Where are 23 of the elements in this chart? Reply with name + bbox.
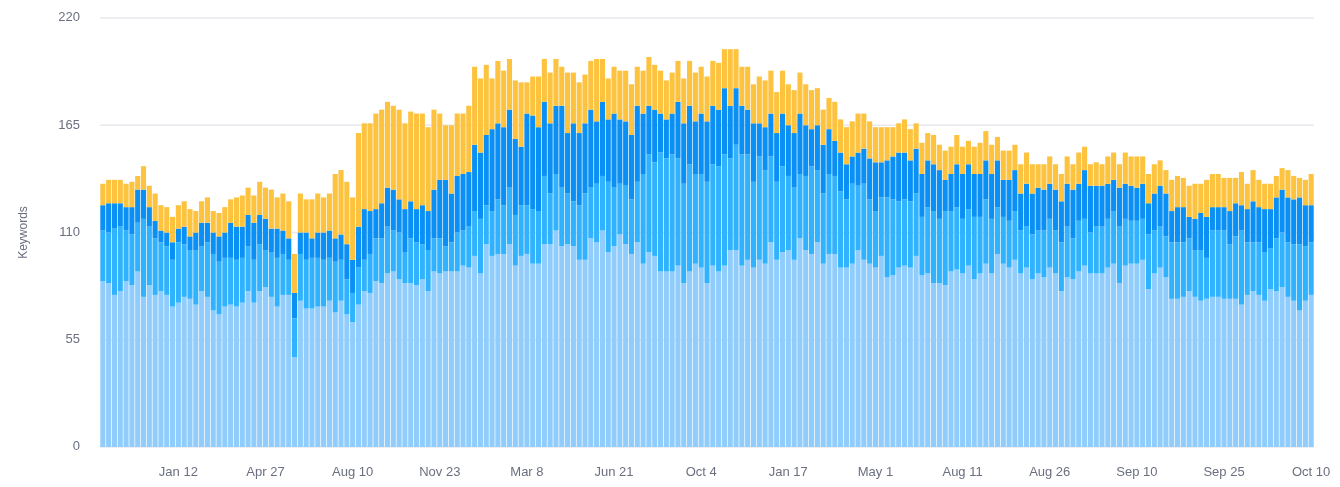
- x-tick-label: Jan 12: [158, 464, 198, 480]
- x-tick-label: May 1: [857, 464, 894, 480]
- x-tick-label: Sep 10: [1116, 464, 1158, 480]
- x-tick-label: Oct 10: [1292, 464, 1331, 480]
- y-tick-label: 0: [72, 438, 80, 454]
- y-tick-label: 110: [59, 223, 80, 239]
- x-tick-label: Aug 11: [942, 464, 983, 480]
- x-tick-label: Apr 27: [246, 464, 285, 480]
- x-tick-label: Sep 25: [1203, 464, 1245, 480]
- x-tick-label: Nov 23: [419, 464, 461, 480]
- y-tick-label: 55: [65, 331, 80, 347]
- x-tick-label: Mar 8: [510, 464, 544, 480]
- bar: [291, 292, 298, 319]
- y-tick-label: 165: [58, 116, 80, 132]
- bar: [291, 318, 298, 358]
- x-tick-label: Aug 10: [332, 464, 374, 480]
- y-axis-title: Keywords: [16, 206, 31, 259]
- x-tick-label: Aug 26: [1029, 464, 1071, 480]
- x-tick-label: Oct 4: [685, 464, 717, 480]
- x-tick-label: Jun 21: [594, 464, 634, 480]
- y-tick-label: 220: [58, 9, 80, 25]
- x-tick-label: Jan 17: [768, 464, 808, 480]
- bar: [291, 253, 298, 293]
